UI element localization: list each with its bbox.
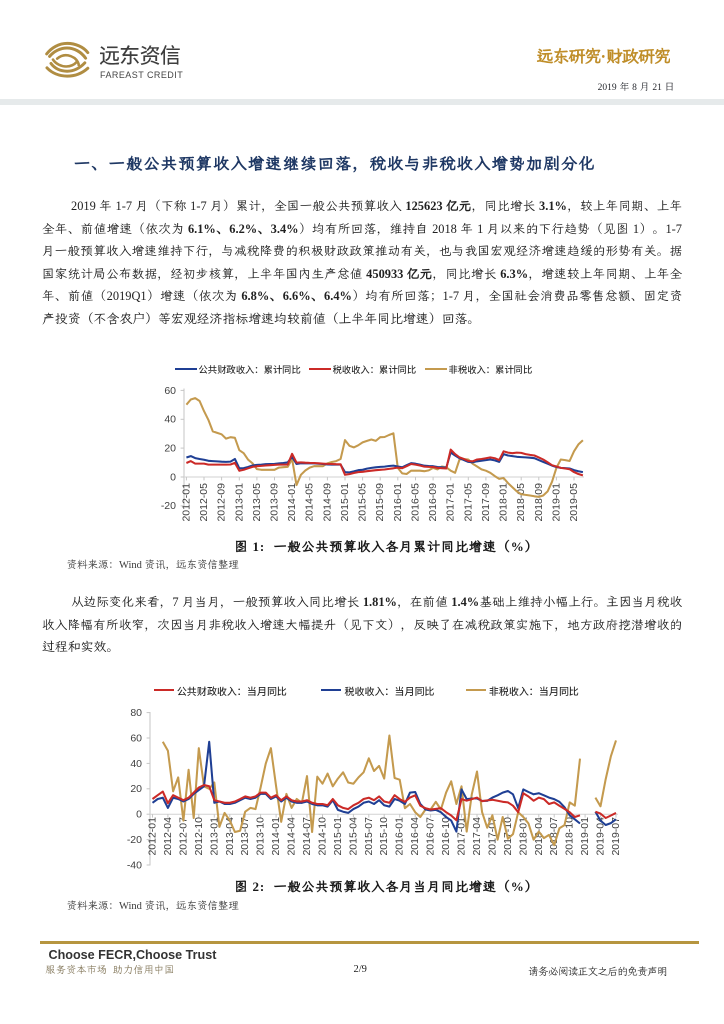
svg-text:2017-09: 2017-09 [480, 483, 492, 522]
svg-text:2016-07: 2016-07 [425, 817, 437, 856]
svg-text:2014-09: 2014-09 [321, 483, 333, 522]
svg-text:2015-05: 2015-05 [357, 483, 369, 522]
svg-text:2012-01: 2012-01 [180, 483, 192, 522]
svg-text:2013-01: 2013-01 [233, 483, 245, 522]
svg-text:2018-01: 2018-01 [498, 483, 510, 522]
svg-text:-20: -20 [127, 834, 142, 846]
svg-text:60: 60 [130, 732, 142, 744]
svg-text:2017-01: 2017-01 [445, 483, 457, 522]
svg-text:2012-07: 2012-07 [177, 817, 189, 856]
svg-text:2018-09: 2018-09 [533, 483, 545, 522]
svg-text:2018-05: 2018-05 [515, 483, 527, 522]
svg-text:2018-07: 2018-07 [548, 817, 560, 856]
svg-text:20: 20 [164, 443, 176, 455]
svg-text:0: 0 [136, 809, 142, 821]
svg-text:2013-05: 2013-05 [251, 483, 263, 522]
svg-text:2019-07: 2019-07 [610, 817, 622, 856]
svg-text:2016-05: 2016-05 [410, 483, 422, 522]
svg-text:2017-05: 2017-05 [462, 483, 474, 522]
svg-text:20: 20 [130, 783, 142, 795]
svg-text:2014-05: 2014-05 [304, 483, 316, 522]
svg-text:2013-09: 2013-09 [269, 483, 281, 522]
svg-text:2019-05: 2019-05 [568, 483, 580, 522]
svg-text:2015-09: 2015-09 [374, 483, 386, 522]
svg-text:2014-10: 2014-10 [317, 817, 329, 856]
svg-text:2016-04: 2016-04 [409, 817, 421, 856]
svg-text:60: 60 [164, 385, 176, 397]
svg-text:2016-01: 2016-01 [394, 817, 406, 856]
svg-text:2018-01: 2018-01 [517, 817, 529, 856]
svg-text:2018-10: 2018-10 [564, 817, 576, 856]
svg-text:-20: -20 [161, 500, 176, 512]
svg-text:2015-04: 2015-04 [347, 817, 359, 856]
svg-text:2012-05: 2012-05 [198, 483, 210, 522]
svg-text:2014-01: 2014-01 [270, 817, 282, 856]
svg-text:2012-04: 2012-04 [162, 817, 174, 856]
svg-text:2019-04: 2019-04 [595, 817, 607, 856]
svg-text:0: 0 [170, 471, 176, 483]
svg-text:2013-01: 2013-01 [208, 817, 220, 856]
svg-text:2013-07: 2013-07 [239, 817, 251, 856]
svg-text:2017-01: 2017-01 [456, 817, 468, 856]
svg-text:2016-10: 2016-10 [440, 817, 452, 856]
svg-text:2015-01: 2015-01 [332, 817, 344, 856]
svg-text:2016-09: 2016-09 [427, 483, 439, 522]
svg-text:2018-04: 2018-04 [533, 817, 545, 856]
svg-text:40: 40 [130, 758, 142, 770]
svg-text:2017-04: 2017-04 [471, 817, 483, 856]
svg-text:2012-10: 2012-10 [193, 817, 205, 856]
svg-text:-40: -40 [127, 859, 142, 871]
svg-text:2014-01: 2014-01 [286, 483, 298, 522]
svg-text:2014-07: 2014-07 [301, 817, 313, 856]
svg-text:2012-09: 2012-09 [216, 483, 228, 522]
svg-text:40: 40 [164, 414, 176, 426]
svg-text:2016-01: 2016-01 [392, 483, 404, 522]
svg-text:2019-01: 2019-01 [550, 483, 562, 522]
svg-text:2015-01: 2015-01 [339, 483, 351, 522]
svg-text:2015-07: 2015-07 [363, 817, 375, 856]
svg-text:2013-10: 2013-10 [255, 817, 267, 856]
svg-text:2019-01: 2019-01 [579, 817, 591, 856]
svg-text:2012-01: 2012-01 [147, 817, 159, 856]
svg-text:2014-04: 2014-04 [286, 817, 298, 856]
svg-text:2015-10: 2015-10 [378, 817, 390, 856]
svg-text:80: 80 [130, 707, 142, 719]
